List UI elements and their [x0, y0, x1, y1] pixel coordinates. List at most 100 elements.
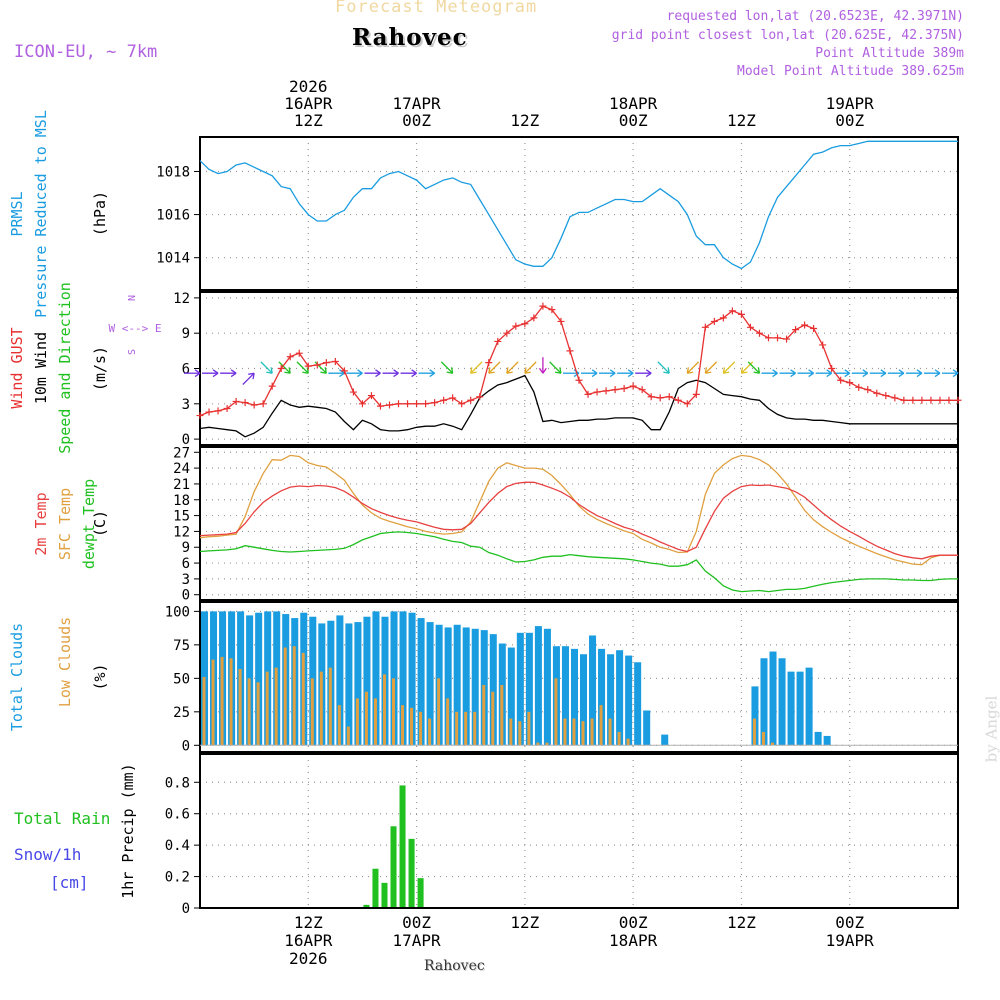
wind-barb-head	[393, 372, 399, 378]
total-cloud-bar	[760, 658, 768, 746]
model-altitude: Model Point Altitude 389.625m	[737, 64, 964, 79]
total-cloud-bar	[823, 735, 831, 746]
low-cloud-bar	[446, 698, 450, 746]
top-time-label: 16APR	[284, 94, 333, 113]
gust-marker	[900, 396, 908, 404]
wind-barb-head	[790, 372, 796, 378]
low-cloud-bar	[392, 678, 395, 746]
gust-marker	[232, 397, 240, 405]
bottom-time-label: 12Z	[510, 913, 539, 932]
wind-barb-head	[324, 367, 327, 374]
low-cloud-bar	[482, 685, 486, 746]
wind-barb-head	[741, 371, 748, 374]
compass-s: S	[127, 349, 138, 355]
rain-bar	[381, 882, 388, 908]
top-time-label: 00Z	[619, 111, 648, 130]
total-cloud-bar	[336, 615, 344, 746]
gust-marker	[512, 322, 520, 330]
gust-marker	[765, 334, 772, 342]
series-dewpt	[199, 531, 958, 593]
y-axis-label: 1hr Precip (mm)	[119, 763, 137, 898]
top-time-label: 2026	[289, 77, 328, 96]
gust-marker	[241, 399, 249, 407]
gust-marker	[313, 361, 321, 369]
low-cloud-bar	[771, 742, 774, 746]
wind-barb	[470, 361, 483, 374]
gust-marker	[458, 400, 466, 408]
rain-bar	[372, 868, 379, 908]
wind-barb-head	[667, 367, 670, 374]
low-cloud-bar	[518, 721, 522, 746]
total-cloud-bar	[354, 622, 362, 746]
wind-barb	[722, 361, 736, 374]
wind-barb-head	[952, 372, 959, 378]
wind-barb-head	[898, 372, 905, 378]
low-cloud-bar	[752, 718, 756, 746]
wind-barb-head	[573, 372, 580, 378]
total-cloud-bar	[561, 646, 569, 746]
low-cloud-bar	[527, 711, 531, 746]
rain-bar	[363, 904, 370, 908]
gust-marker	[611, 386, 619, 394]
wind-barb-head	[663, 371, 670, 374]
low-cloud-bar	[202, 677, 206, 746]
gust-marker	[548, 306, 556, 314]
low-cloud-bar	[617, 731, 621, 746]
y-axis-label: (m/s)	[91, 346, 109, 391]
total-cloud-bar	[525, 632, 533, 746]
y-axis-label: (%)	[91, 663, 109, 690]
wind-barb-head	[429, 372, 435, 378]
gust-marker	[413, 400, 421, 408]
y-tick-label: 0	[182, 432, 190, 448]
wind-barb-head	[320, 371, 327, 374]
total-cloud-bar	[516, 632, 524, 746]
low-cloud-bar	[590, 718, 594, 746]
total-cloud-bar	[570, 648, 578, 746]
legend-snow: Snow/1h	[14, 845, 81, 864]
low-cloud-bar	[554, 678, 558, 746]
gust-marker	[638, 386, 646, 394]
wind-barb-head	[757, 367, 761, 374]
wind-barb-head	[339, 369, 345, 374]
wind-barb-head	[844, 369, 851, 374]
wind-barb-head	[790, 369, 796, 374]
low-cloud-bar	[364, 691, 368, 746]
total-cloud-bar	[661, 734, 669, 746]
wind-barb-head	[687, 371, 694, 374]
product-title: Forecast Meteogram	[335, 0, 538, 17]
wind-barb-head	[934, 372, 941, 378]
wind-barb	[296, 361, 309, 374]
wind-barb	[506, 361, 519, 374]
gust-marker	[521, 320, 529, 328]
top-time-label: 12Z	[727, 111, 756, 130]
low-cloud-bar	[220, 656, 224, 746]
low-cloud-bar	[229, 658, 233, 746]
gust-marker	[358, 400, 366, 408]
gust-marker	[250, 401, 258, 409]
wind-barb-head	[270, 367, 273, 374]
total-cloud-bar	[399, 611, 407, 746]
total-cloud-bar	[589, 635, 597, 746]
wind-barb-head	[542, 367, 547, 374]
y-tick-label: 9	[182, 540, 190, 556]
rain-bar	[399, 785, 406, 908]
wind-barb-head	[302, 371, 309, 374]
wind-barb-head	[686, 367, 690, 374]
gust-marker	[259, 400, 267, 408]
top-time-label: 18APR	[609, 94, 658, 113]
gust-marker	[476, 393, 484, 401]
rain-bar	[417, 878, 424, 908]
top-time-label: 12Z	[294, 111, 323, 130]
low-cloud-bar	[761, 731, 765, 746]
wind-barb-head	[609, 372, 616, 378]
legend-label: 10m Wind	[32, 332, 50, 404]
y-tick-label: 6	[182, 362, 190, 378]
grid-point-coords: grid point closest lon,lat (20.625E, 42.…	[611, 28, 964, 43]
wind-barb-head	[306, 367, 309, 374]
low-cloud-bar	[292, 646, 296, 746]
gust-marker	[602, 387, 610, 395]
gust-marker	[746, 323, 754, 331]
series-2m-temp	[199, 481, 958, 560]
gust-marker	[268, 382, 276, 390]
